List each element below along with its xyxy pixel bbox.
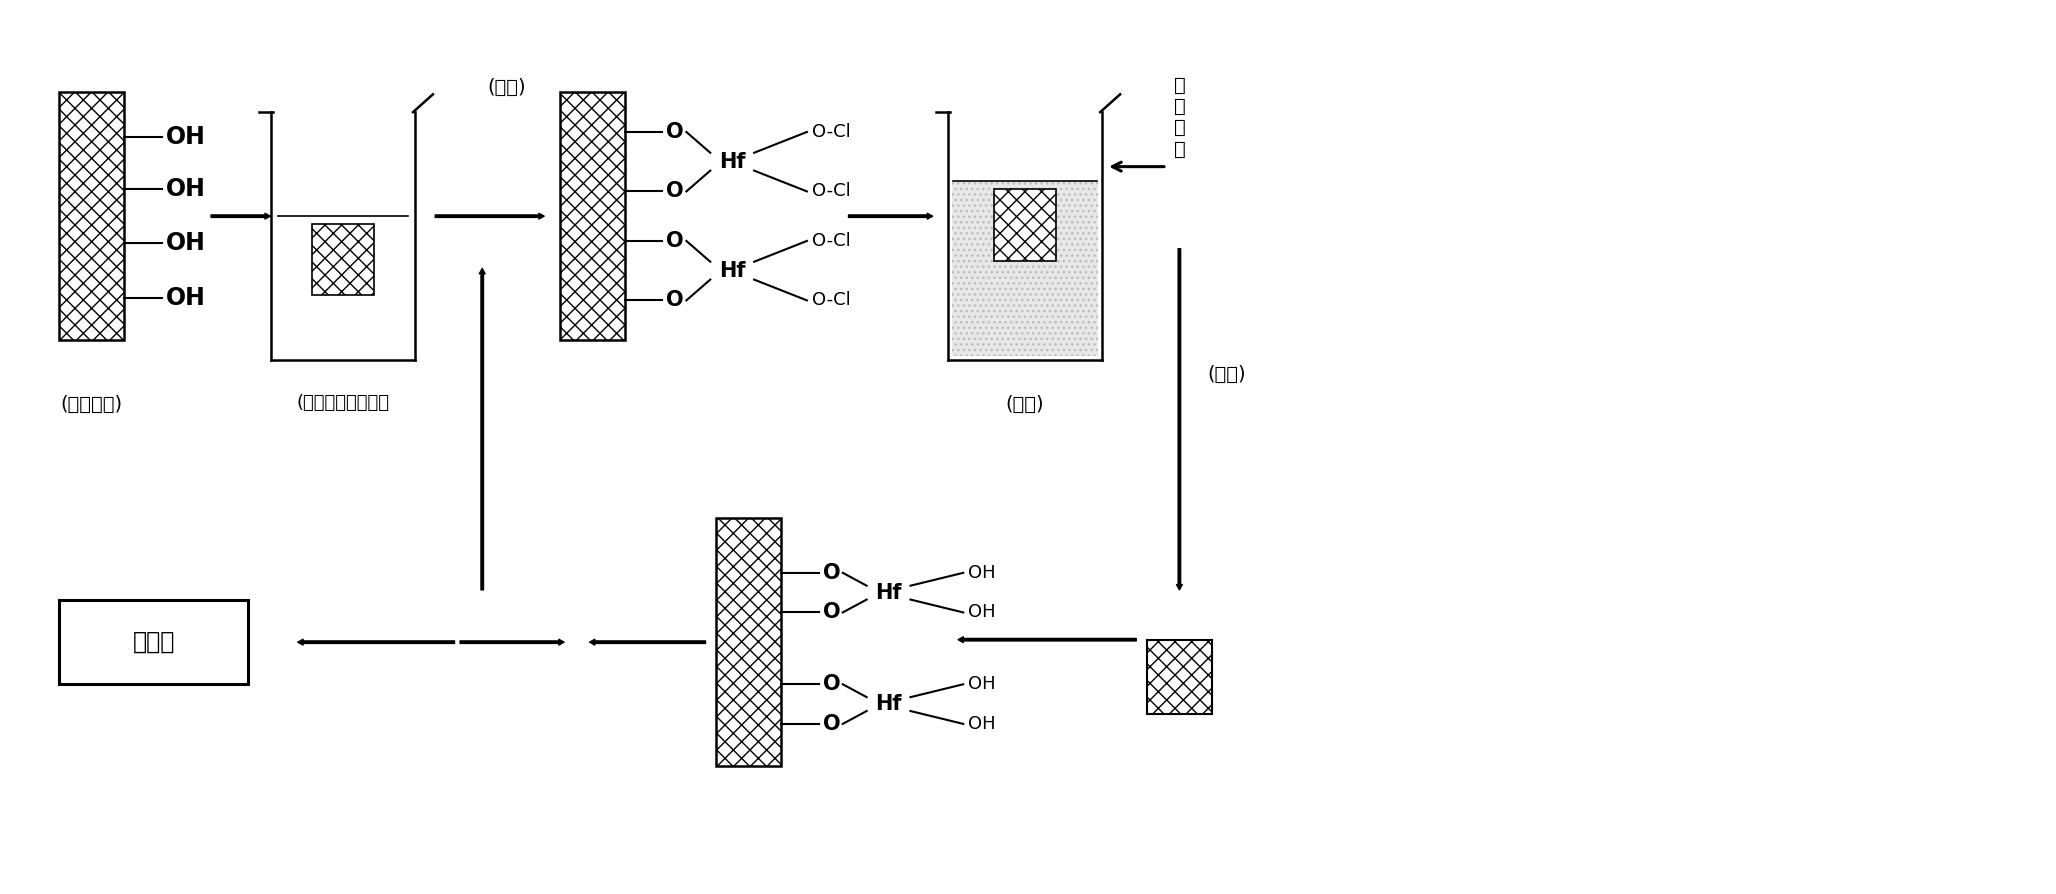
Text: O-Cl: O-Cl <box>812 123 851 141</box>
Text: Hf: Hf <box>876 694 903 714</box>
Text: (自限制化学吸附）: (自限制化学吸附） <box>296 394 389 412</box>
Text: O: O <box>666 122 685 142</box>
Text: OH: OH <box>167 125 206 149</box>
Text: O: O <box>822 674 841 695</box>
Text: O: O <box>666 231 685 251</box>
Text: Hf: Hf <box>720 152 746 172</box>
Text: O-Cl: O-Cl <box>812 232 851 250</box>
Text: (水解): (水解) <box>1005 394 1044 414</box>
Text: 热处理: 热处理 <box>132 630 175 654</box>
Text: OH: OH <box>167 177 206 201</box>
Text: OH: OH <box>968 603 995 621</box>
Text: Hf: Hf <box>876 583 903 603</box>
Text: OH: OH <box>968 564 995 582</box>
Bar <box>995 190 1057 261</box>
Text: O: O <box>822 563 841 583</box>
Text: O: O <box>822 714 841 734</box>
Bar <box>313 224 374 295</box>
Bar <box>60 92 123 340</box>
Text: OH: OH <box>968 715 995 733</box>
Text: (吹干): (吹干) <box>1207 365 1246 384</box>
Bar <box>1147 640 1211 714</box>
Text: OH: OH <box>167 286 206 310</box>
Bar <box>60 600 249 684</box>
Text: O-Cl: O-Cl <box>812 182 851 200</box>
Text: 去
离
子
水: 去 离 子 水 <box>1174 76 1186 158</box>
Text: O-Cl: O-Cl <box>812 291 851 309</box>
Text: (表面处理): (表面处理) <box>60 394 123 414</box>
Text: OH: OH <box>968 675 995 693</box>
Text: O: O <box>666 291 685 310</box>
Text: OH: OH <box>167 232 206 256</box>
Bar <box>952 181 1098 356</box>
Text: Hf: Hf <box>720 261 746 281</box>
Text: O: O <box>666 181 685 201</box>
Bar <box>559 92 625 340</box>
Text: O: O <box>822 603 841 622</box>
Bar <box>715 519 781 766</box>
Text: (冲洗): (冲洗) <box>487 78 526 97</box>
